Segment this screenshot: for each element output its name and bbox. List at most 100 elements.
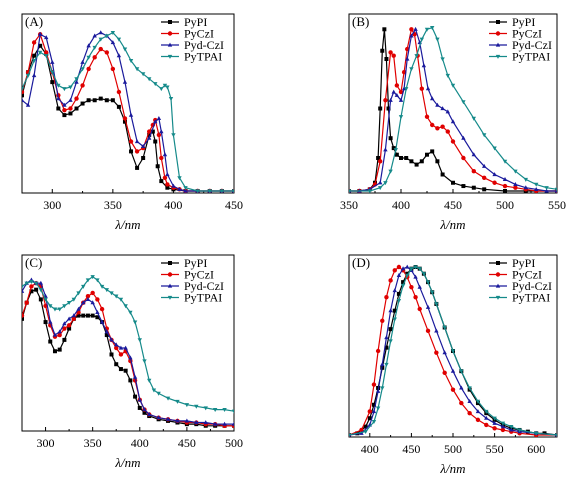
series-PyTPAI-point-16 xyxy=(430,290,435,295)
series-PyTPAI-point-30 xyxy=(195,189,200,193)
series-Pyd-CzI-point-15 xyxy=(110,40,116,45)
series-Pyd-CzI-point-27 xyxy=(523,185,528,190)
series-PyPI-point-7 xyxy=(52,349,57,354)
panel-label: (A) xyxy=(25,14,43,29)
series-PyCzI xyxy=(349,27,557,193)
legend-marker-PyTPAI-point-0 xyxy=(167,295,173,300)
legend-label: PyCzI xyxy=(184,27,214,41)
series-PyPI-point-13 xyxy=(399,156,403,160)
series-PyTPAI-point-5 xyxy=(384,362,389,367)
series-Pyd-CzI-point-29 xyxy=(544,188,549,193)
x-tick-label: 300 xyxy=(37,436,55,450)
series-PyTPAI-point-13 xyxy=(81,284,86,289)
series-PyTPAI-point-29 xyxy=(183,186,188,191)
series-PyTPAI-point-14 xyxy=(421,272,427,277)
series-Pyd-CzI-point-5 xyxy=(380,362,385,367)
series-PyTPAI-point-28 xyxy=(534,431,539,436)
series-PyCzI-point-15 xyxy=(90,290,95,296)
series-line-PyTPAI xyxy=(22,31,234,192)
series-PyPI-point-14 xyxy=(404,156,409,160)
series-PyPI-point-26 xyxy=(142,410,147,415)
series-PyTPAI-point-24 xyxy=(492,416,497,421)
x-tick-label: 450 xyxy=(178,436,196,450)
series-Pyd-CzI-point-23 xyxy=(482,163,487,168)
series-PyTPAI-point-1 xyxy=(363,430,368,435)
series-PyTPAI-point-26 xyxy=(168,97,174,101)
series-PyTPAI-point-30 xyxy=(165,396,171,401)
series-Pyd-CzI-point-20 xyxy=(467,399,472,403)
series-PyPI-point-0 xyxy=(22,316,24,321)
series-Pyd-CzI-point-22 xyxy=(153,119,158,124)
legend-marker-PyCzI-point-0 xyxy=(495,31,501,36)
series-PyPI-point-16 xyxy=(95,315,100,320)
series-PyPI-point-24 xyxy=(133,394,138,399)
series-PyTPAI-point-11 xyxy=(424,27,430,32)
series-Pyd-CzI-point-0 xyxy=(22,288,25,293)
series-Pyd-CzI-point-6 xyxy=(56,96,61,101)
x-tick-label: 500 xyxy=(496,198,514,212)
series-PyTPAI-point-20 xyxy=(140,72,146,77)
series-PyTPAI-point-23 xyxy=(128,310,133,315)
series-Pyd-CzI xyxy=(349,26,557,193)
series-PyTPAI-point-7 xyxy=(392,317,397,322)
x-tick-label: 350 xyxy=(84,436,102,450)
series-Pyd-CzI-point-11 xyxy=(409,33,414,38)
series-PyTPAI-point-8 xyxy=(57,307,62,312)
series-PyCzI-point-5 xyxy=(380,318,385,323)
series-PyCzI-point-0 xyxy=(22,89,25,95)
series-Pyd-CzI-point-7 xyxy=(52,332,58,337)
series-PyCzI-point-4 xyxy=(375,348,381,354)
series-PyCzI-point-14 xyxy=(104,50,110,55)
series-Pyd-CzI-point-15 xyxy=(425,86,431,91)
legend-marker-Pyd-CzI-point-0 xyxy=(495,42,501,47)
series-Pyd-CzI-point-33 xyxy=(203,420,208,425)
series-Pyd-CzI-point-18 xyxy=(440,106,445,111)
series-Pyd-CzI-point-10 xyxy=(400,266,406,271)
series-PyCzI-point-5 xyxy=(383,98,388,103)
series-PyTPAI-point-35 xyxy=(212,407,218,412)
series-PyCzI-point-19 xyxy=(459,400,464,406)
series-group xyxy=(349,264,557,437)
series-Pyd-CzI-point-18 xyxy=(128,112,134,117)
series-PyPI-point-9 xyxy=(392,308,397,313)
series-Pyd-CzI-point-16 xyxy=(434,328,439,333)
series-Pyd-CzI-point-3 xyxy=(37,31,43,36)
panel-b: 350 400 450 500 550 λ/nm (B) PyPIPyCzIPyd-CzIPy… xyxy=(340,13,566,232)
x-tick-label: 300 xyxy=(43,198,61,212)
series-PyPI-point-25 xyxy=(137,405,142,410)
series-PyTPAI-point-18 xyxy=(104,288,109,293)
series-PyCzI-point-7 xyxy=(62,107,67,113)
series-PyTPAI-point-9 xyxy=(414,54,419,59)
series-PyTPAI-point-13 xyxy=(417,267,422,272)
series-Pyd-CzI-point-7 xyxy=(62,102,67,107)
x-tick-label: 400 xyxy=(131,436,149,450)
series-PyPI-point-14 xyxy=(104,98,109,103)
series-Pyd-CzI-point-9 xyxy=(74,79,79,84)
series-PyPI-point-21 xyxy=(118,367,123,372)
series-Pyd-CzI-point-35 xyxy=(222,421,227,426)
series-PyTPAI-point-24 xyxy=(534,182,539,187)
series-PyTPAI-point-20 xyxy=(114,294,119,299)
series-PyTPAI-point-26 xyxy=(554,187,557,192)
series-PyTPAI-point-11 xyxy=(86,55,91,60)
series-PyCzI-point-12 xyxy=(409,284,414,290)
x-tick-label: 400 xyxy=(392,198,410,212)
series-PyTPAI-point-24 xyxy=(162,83,168,88)
series-Pyd-CzI-point-20 xyxy=(114,342,119,347)
series-PyTPAI-point-0 xyxy=(22,87,25,92)
series-Pyd-CzI-point-4 xyxy=(38,280,44,285)
series-Pyd-CzI-point-4 xyxy=(44,35,49,40)
series-PyPI-point-22 xyxy=(123,368,128,373)
series-Pyd-CzI-point-25 xyxy=(137,397,142,402)
x-tick-label: 450 xyxy=(225,198,243,212)
series-PyTPAI-point-5 xyxy=(43,297,48,302)
series-Pyd-CzI-point-2 xyxy=(31,73,37,78)
series-Pyd-CzI-point-17 xyxy=(99,319,105,324)
series-PyCzI-point-7 xyxy=(391,53,396,58)
series-PyTPAI-point-0 xyxy=(349,433,352,437)
series-Pyd-CzI-point-24 xyxy=(159,129,164,134)
series-PyTPAI-point-16 xyxy=(116,37,122,42)
series-PyCzI-point-11 xyxy=(71,316,77,322)
